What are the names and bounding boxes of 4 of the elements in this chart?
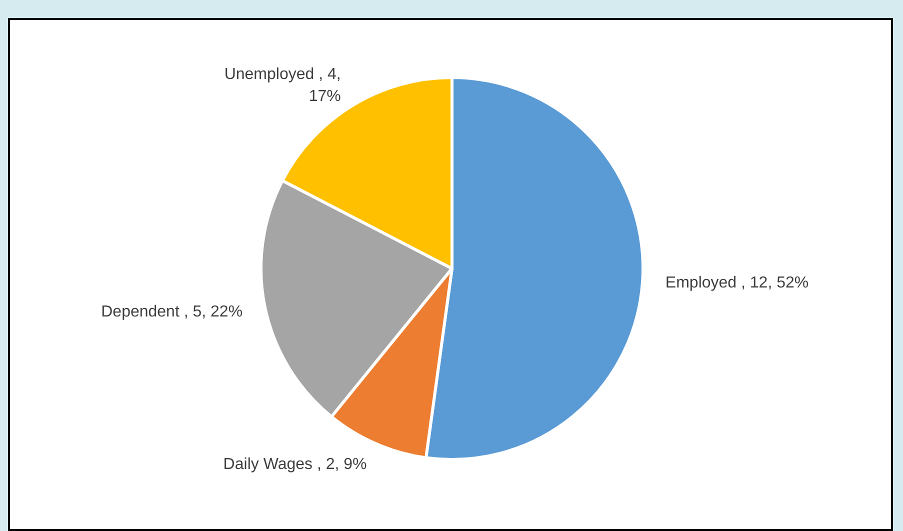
slice-label: Dependent , 5, 22% [101,303,243,320]
slice-label: Daily Wages , 2, 9% [223,456,367,474]
slice-label: Unemployed , 4, 17% [224,66,341,106]
slice-label: Employed , 12, 52% [665,274,809,292]
